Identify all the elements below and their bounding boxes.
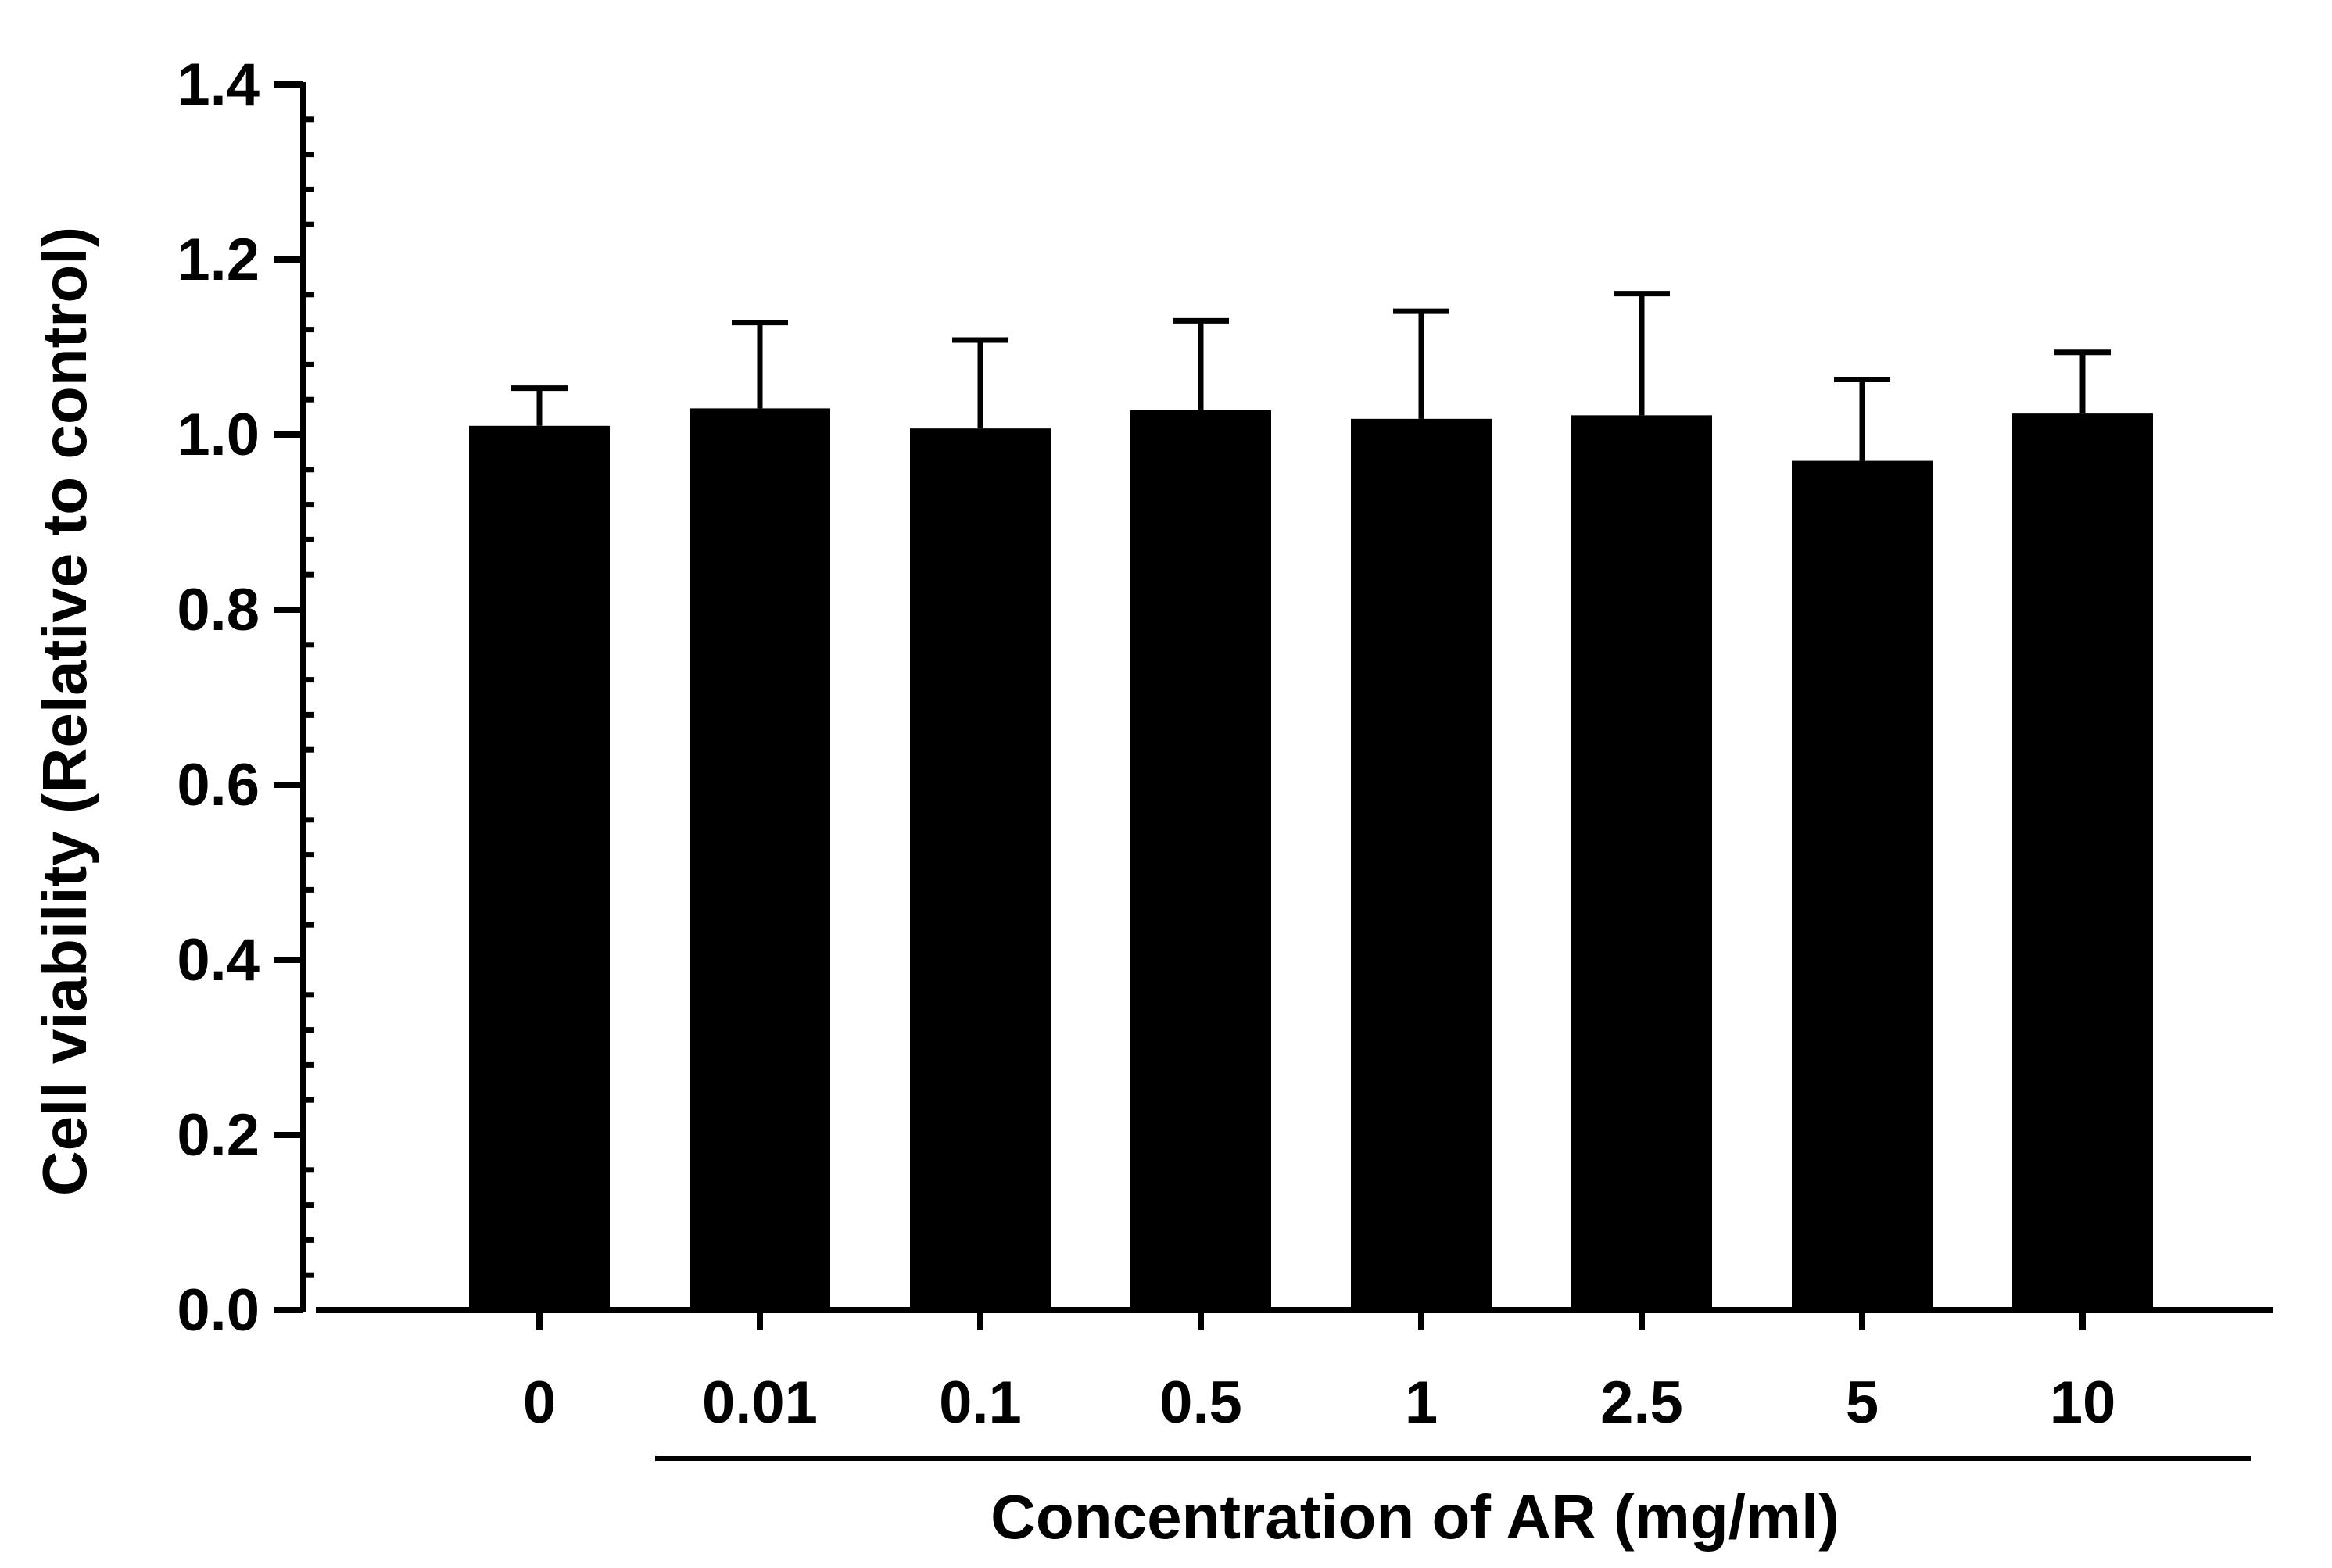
y-tick-label: 1.2 (177, 227, 260, 293)
x-tick-label: 10 (2050, 1369, 2116, 1436)
x-axis-title: Concentration of AR (mg/ml) (990, 1482, 1839, 1552)
bar (1351, 418, 1492, 1310)
x-tick-label: 5 (1846, 1369, 1879, 1436)
bar (1792, 460, 1933, 1310)
y-tick-label: 1.0 (177, 402, 260, 468)
bar (690, 408, 830, 1310)
bar (1130, 410, 1271, 1310)
y-axis-title: Cell viability (Relative to control) (30, 227, 99, 1196)
x-tick-label: 0 (523, 1369, 556, 1436)
bar (2012, 413, 2153, 1310)
bar (469, 425, 610, 1310)
x-tick-label: 2.5 (1600, 1369, 1683, 1436)
x-axis (316, 1307, 2273, 1330)
y-tick-label: 0.0 (177, 1277, 260, 1344)
y-tick-label: 0.6 (177, 752, 260, 818)
y-tick-label: 1.4 (177, 52, 260, 118)
bar (910, 428, 1051, 1311)
x-tick-label: 0.5 (1159, 1369, 1242, 1436)
x-tick-label: 1 (1405, 1369, 1438, 1436)
y-tick-label: 0.8 (177, 577, 260, 643)
y-tick-label: 0.4 (177, 927, 260, 993)
bars (469, 291, 2153, 1311)
y-axis: 0.0 0.2 0.4 0.6 0.8 1.0 1.2 1.4 (177, 52, 314, 1344)
bar (1571, 415, 1712, 1310)
y-tick-label: 0.2 (177, 1102, 260, 1169)
labels: 0 0.01 0.1 0.5 1 2.5 5 10 (523, 1369, 2115, 1436)
x-tick-label: 0.1 (939, 1369, 1022, 1436)
x-tick-label: 0.01 (702, 1369, 818, 1436)
